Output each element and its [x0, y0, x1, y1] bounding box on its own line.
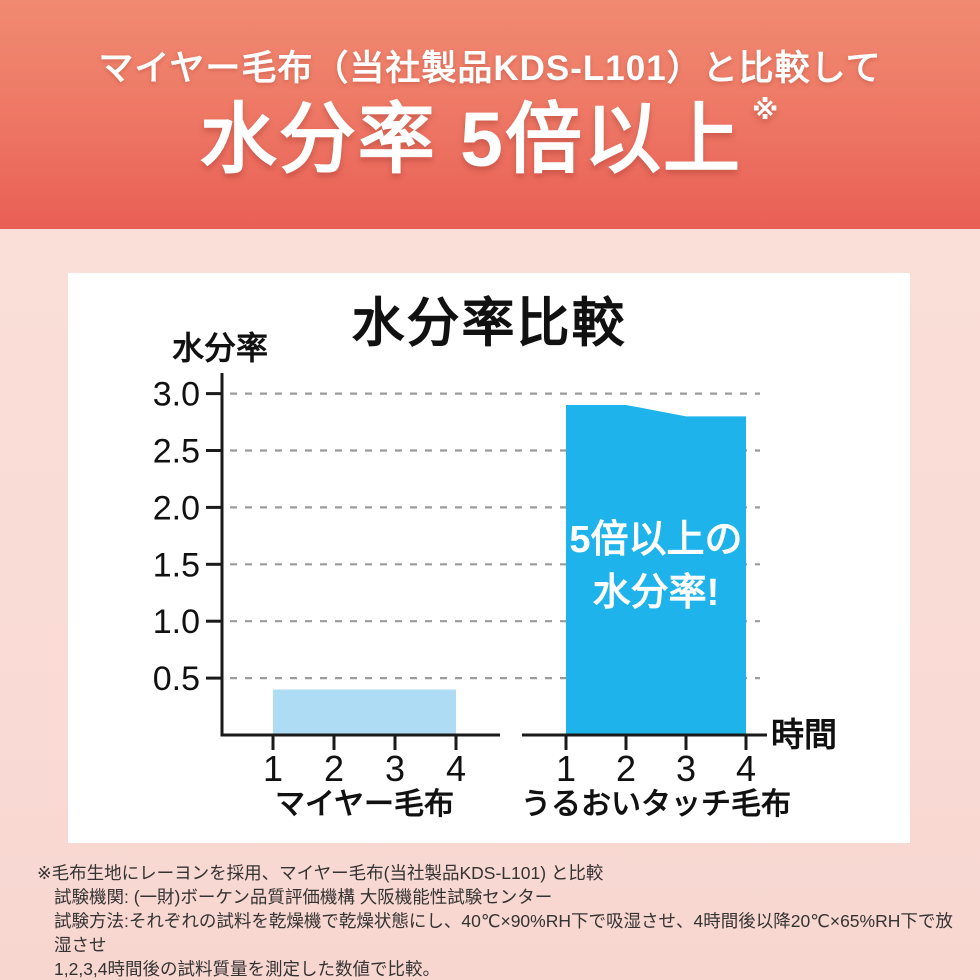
x-tick-label: 4	[736, 748, 756, 789]
footnote-line: ※毛布生地にレーヨンを採用、マイヤー毛布(当社製品KDS-L101) と比較	[37, 863, 604, 883]
y-tick-label: 3.0	[153, 376, 200, 414]
footnote-line: 試験機関: (一財)ボーケン品質評価機構 大阪機能性試験センター	[54, 887, 553, 907]
series-area-0	[273, 689, 456, 735]
x-tick-label: 3	[676, 748, 696, 789]
header-title-text: 水分率 5倍以上	[199, 97, 742, 183]
footnotes: ※毛布生地にレーヨンを採用、マイヤー毛布(当社製品KDS-L101) と比較 試…	[37, 861, 957, 980]
y-tick-label: 2.5	[153, 433, 200, 471]
series-area-1	[566, 404, 746, 735]
bar-annotation: 5倍以上の 水分率!	[561, 514, 751, 620]
y-axis-label: 水分率	[172, 330, 269, 366]
header-title: 水分率 5倍以上 ※	[0, 95, 980, 183]
footnote-line: 1,2,3,4時間後の試料質量を測定した数値で比較。	[54, 959, 441, 979]
y-tick-label: 0.5	[153, 660, 200, 698]
chart-title: 水分率比較	[351, 294, 627, 353]
x-tick-label: 4	[446, 748, 466, 789]
y-tick-label: 1.0	[153, 603, 200, 641]
x-tick-label: 2	[324, 748, 344, 789]
bar-annotation-line2: 水分率!	[592, 572, 720, 614]
y-tick-label: 1.5	[153, 546, 200, 584]
x-tick-label: 1	[263, 748, 283, 789]
series-group-label-1: うるおいタッチ毛布	[521, 788, 791, 821]
footnote-line: 試験方法:それぞれの試料を乾燥機で乾燥状態にし、40℃×90%RH下で吸湿させ、…	[54, 911, 953, 955]
bar-annotation-line1: 5倍以上の	[569, 519, 743, 561]
header-subtitle: マイヤー毛布（当社製品KDS-L101）と比較して	[98, 49, 882, 88]
x-axis-unit-label: 時間	[771, 716, 837, 753]
x-tick-label: 1	[556, 748, 576, 789]
series-group-label-0: マイヤー毛布	[275, 788, 454, 821]
reference-mark: ※	[751, 95, 781, 125]
chart-panel: 水分率比較 水分率 0.5 1.0 1.5 2.0 2.5 3.0 1 2 3 4 マイヤー毛布 1 2…	[68, 273, 910, 843]
y-tick-label: 2.0	[153, 489, 200, 527]
x-tick-label: 3	[385, 748, 405, 789]
x-tick-label: 2	[616, 748, 636, 789]
header-banner: マイヤー毛布（当社製品KDS-L101）と比較して 水分率 5倍以上 ※	[0, 0, 980, 229]
